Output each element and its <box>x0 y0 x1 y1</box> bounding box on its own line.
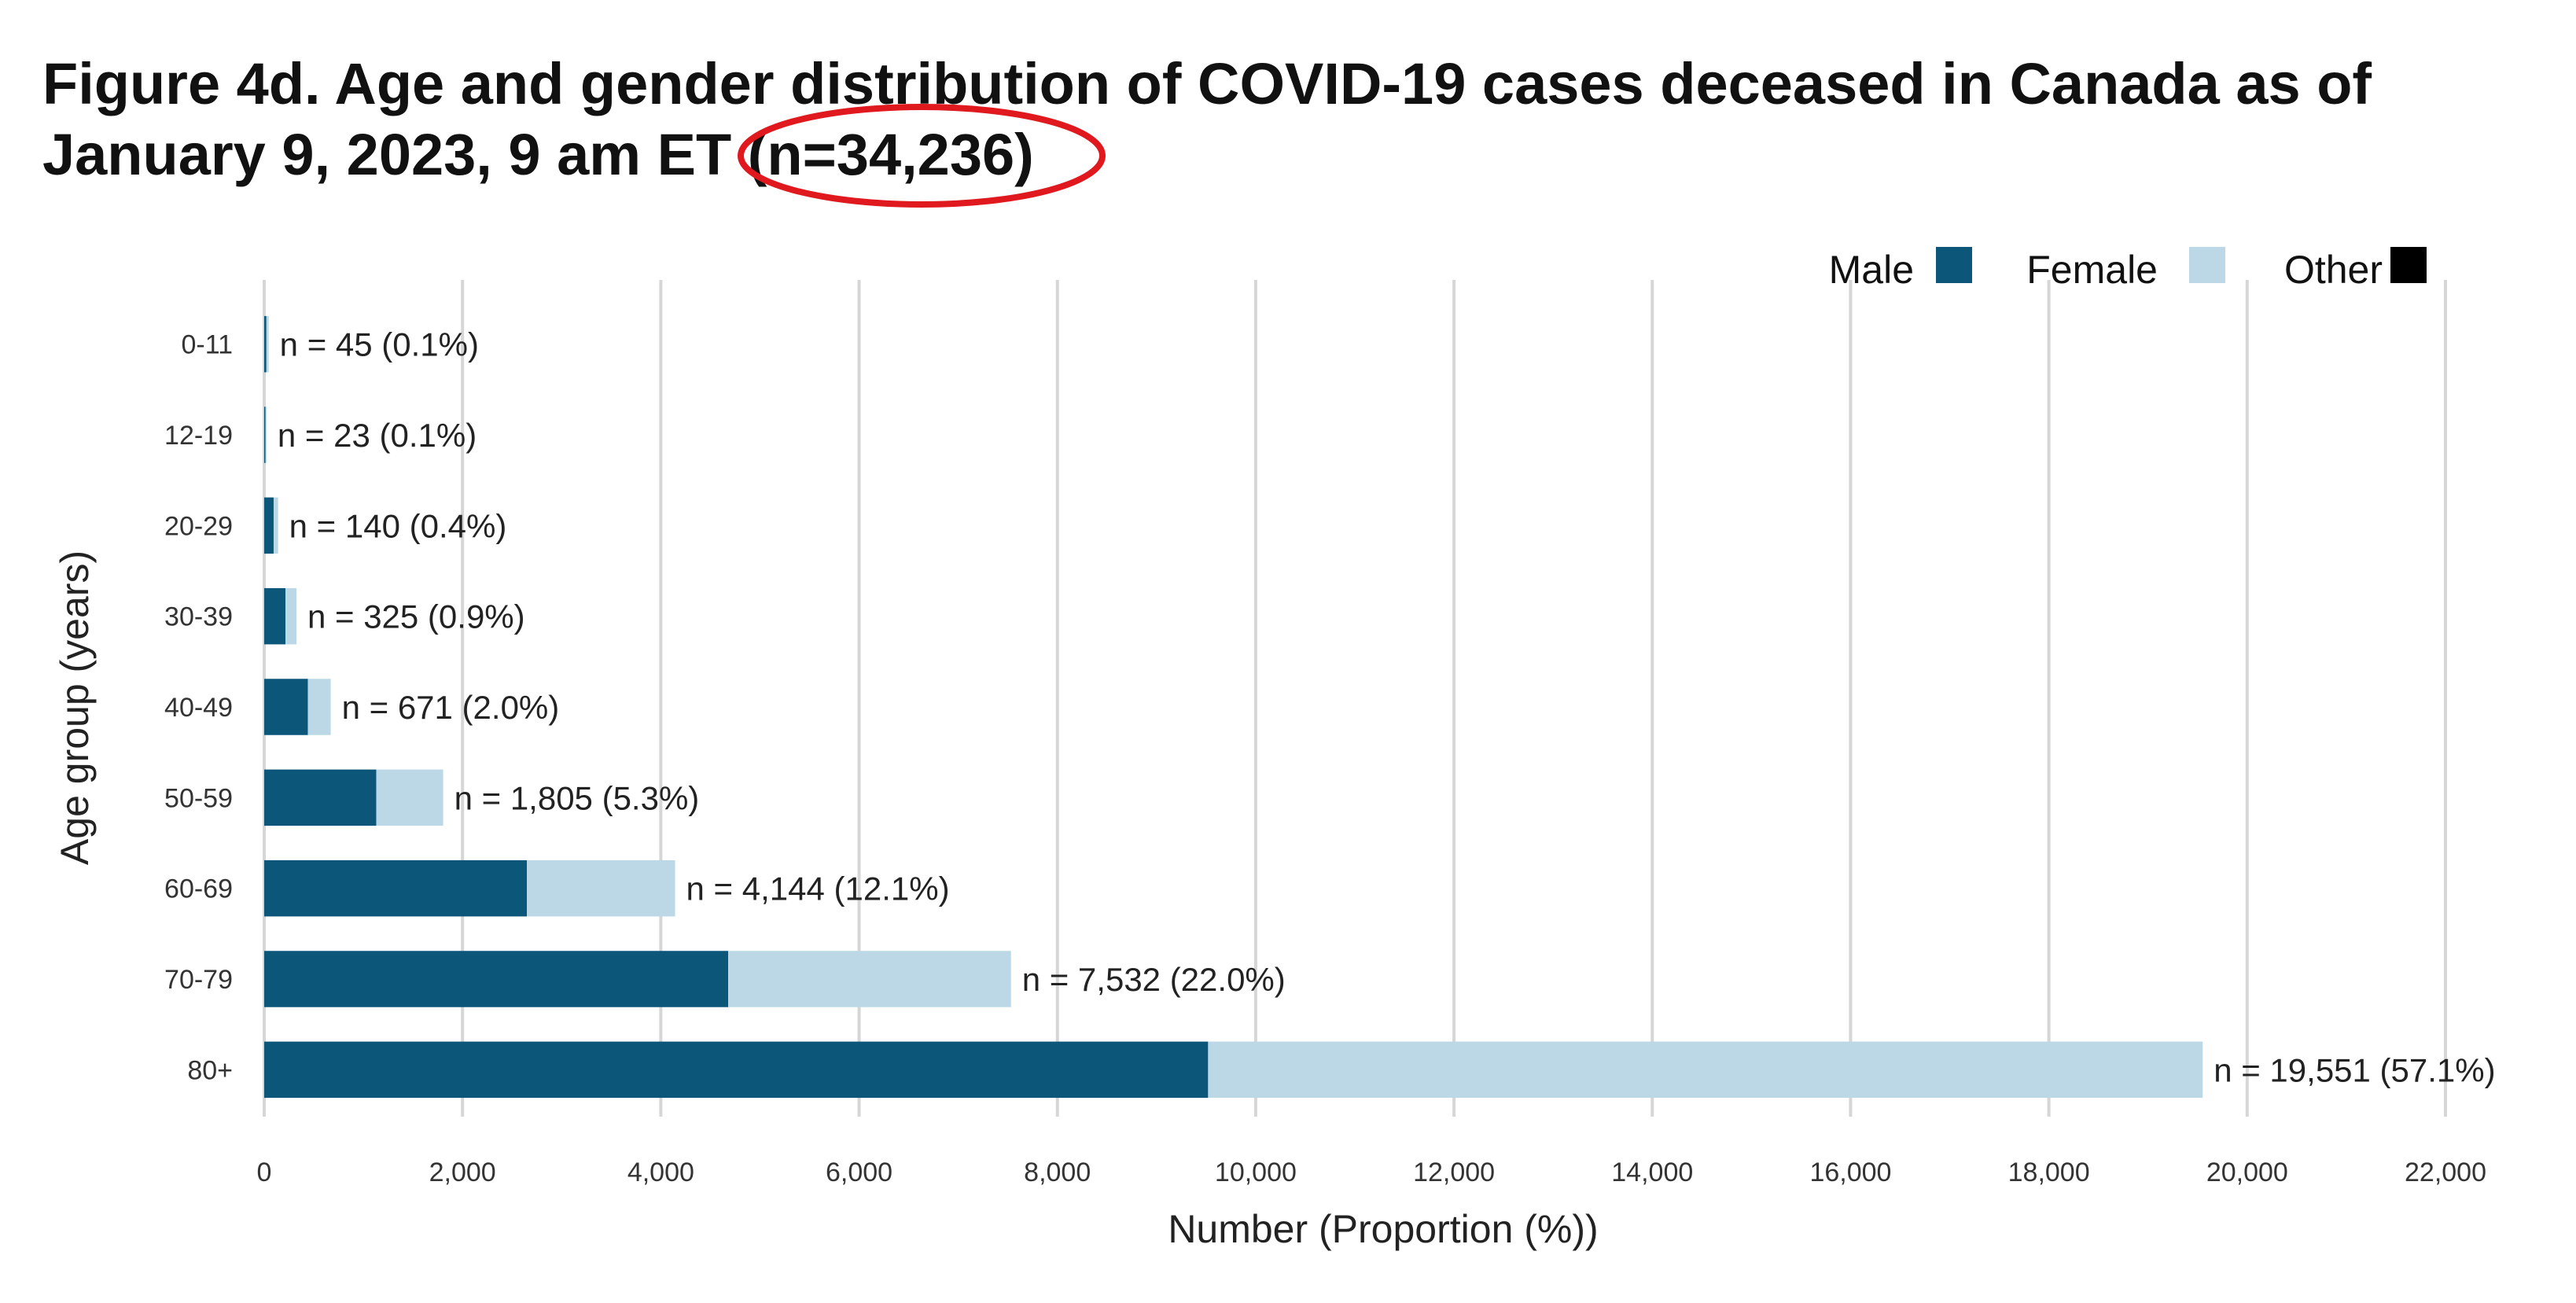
bar-female-30-39 <box>285 587 296 645</box>
y-tick-label: 40-49 <box>164 693 233 723</box>
x-tick-label: 0 <box>257 1158 272 1187</box>
legend-label-female: Female <box>2026 248 2158 292</box>
bar-female-50-59 <box>376 769 443 826</box>
chart-title-line-2-prefix: January 9, 2023, 9 am ET <box>42 122 748 187</box>
legend-swatch-other <box>2390 247 2427 283</box>
x-tick-label: 14,000 <box>1611 1158 1693 1187</box>
x-axis-title: Number (Proportion (%)) <box>1168 1207 1598 1251</box>
y-axis-ticks: 0-11 12-19 20-29 30-39 40-49 50-59 60-69 70-79 8… <box>164 330 233 1086</box>
x-tick-label: 10,000 <box>1215 1158 1297 1187</box>
bar-total-label: n = 23 (0.1%) <box>278 417 477 454</box>
bar-male-40-49 <box>264 679 308 735</box>
bar-total-label: n = 325 (0.9%) <box>307 598 525 635</box>
legend-swatch-female <box>2189 247 2225 283</box>
x-tick-label: 20,000 <box>2206 1158 2288 1187</box>
bar-male-50-59 <box>264 769 377 826</box>
chart-title-line-2: January 9, 2023, 9 am ET (n=34,236) <box>42 122 1034 187</box>
legend-label-other: Other <box>2284 248 2383 292</box>
y-tick-label: 60-69 <box>164 874 233 904</box>
bar-total-label: n = 45 (0.1%) <box>280 326 479 363</box>
bar-female-40-49 <box>307 679 331 735</box>
x-tick-label: 8,000 <box>1024 1158 1091 1187</box>
x-tick-label: 6,000 <box>826 1158 892 1187</box>
x-tick-label: 4,000 <box>627 1158 694 1187</box>
legend-label-male: Male <box>1829 248 1914 292</box>
bar-male-0-11 <box>264 315 267 373</box>
bar-male-60-69 <box>264 859 528 917</box>
bar-female-0-11 <box>266 315 269 373</box>
bar-female-80+ <box>1208 1041 2203 1099</box>
bar-female-70-79 <box>728 951 1011 1007</box>
x-tick-label: 12,000 <box>1413 1158 1495 1187</box>
y-tick-label: 80+ <box>187 1055 233 1085</box>
bar-female-20-29 <box>273 497 278 554</box>
bar-male-70-79 <box>264 951 729 1007</box>
bar-total-label: n = 7,532 (22.0%) <box>1022 961 1286 998</box>
bar-male-12-19 <box>264 407 266 463</box>
bar-total-label: n = 140 (0.4%) <box>289 507 507 544</box>
bar-total-label: n = 19,551 (57.1%) <box>2214 1051 2495 1088</box>
y-tick-label: 20-29 <box>164 511 233 541</box>
legend-swatch-male <box>1936 247 1972 283</box>
y-tick-label: 0-11 <box>181 330 233 360</box>
legend: Male Female Other <box>1829 247 2427 292</box>
sample-size-highlight-circle <box>738 104 1106 208</box>
bar-female-60-69 <box>527 859 675 917</box>
y-tick-label: 70-79 <box>164 965 233 995</box>
bar-total-label: n = 4,144 (12.1%) <box>686 871 950 907</box>
chart-title-line-1: Figure 4d. Age and gender distribution o… <box>42 51 2372 116</box>
bars <box>264 315 2203 1099</box>
x-axis-ticks: 0 2,000 4,000 6,000 8,000 10,000 12,000 14,000 1… <box>257 1158 2486 1187</box>
bar-total-label: n = 671 (2.0%) <box>342 689 560 726</box>
bar-female-12-19 <box>265 407 267 463</box>
y-axis-title: Age group (years) <box>53 550 97 865</box>
x-tick-label: 22,000 <box>2405 1158 2486 1187</box>
y-tick-label: 50-59 <box>164 783 233 813</box>
bar-labels: n = 45 (0.1%) n = 23 (0.1%) n = 140 (0.4%)… <box>278 326 2496 1089</box>
y-tick-label: 30-39 <box>164 602 233 632</box>
x-tick-label: 18,000 <box>2008 1158 2090 1187</box>
bar-male-20-29 <box>264 497 274 554</box>
bar-total-label: n = 1,805 (5.3%) <box>454 779 700 816</box>
x-tick-label: 16,000 <box>1809 1158 1891 1187</box>
bar-male-30-39 <box>264 587 286 645</box>
x-tick-label: 2,000 <box>429 1158 496 1187</box>
y-tick-label: 12-19 <box>164 421 233 451</box>
bar-male-80+ <box>264 1041 1209 1099</box>
chart-title-sample-size: (n=34,236) <box>748 122 1034 187</box>
